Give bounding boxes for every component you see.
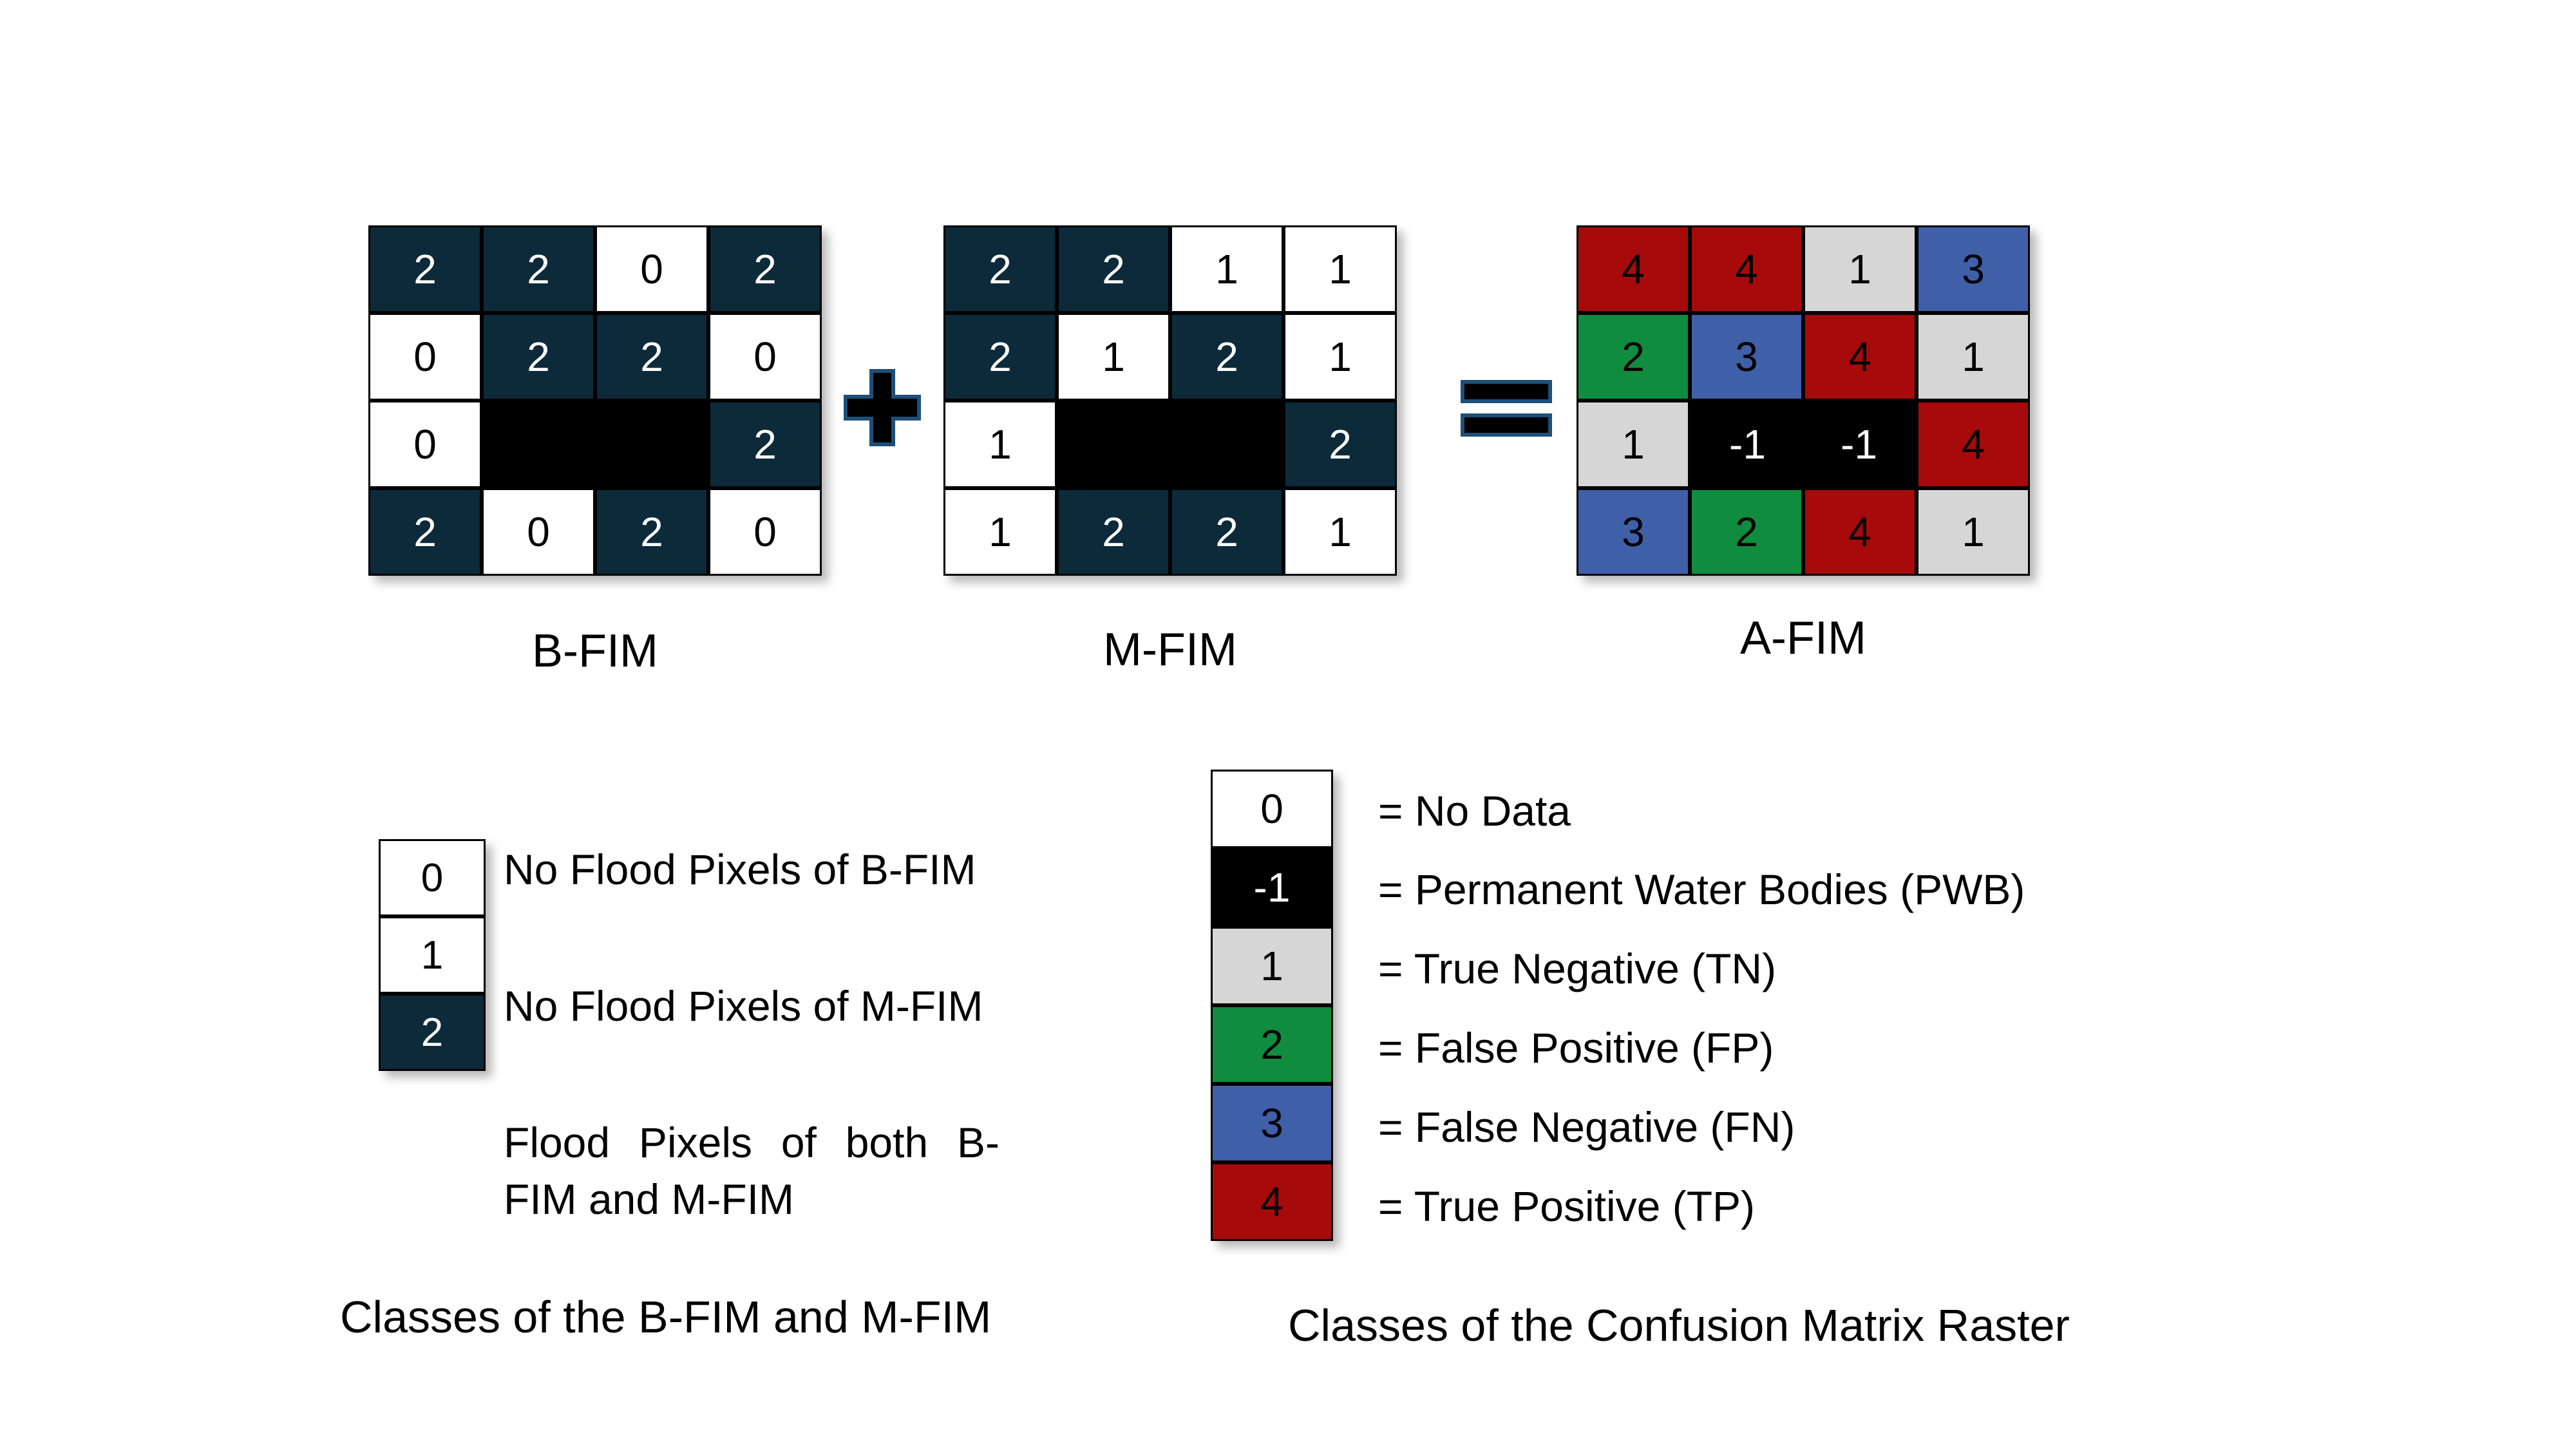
legend-swatch: 1 bbox=[1211, 927, 1333, 1005]
afim-cell: 4 bbox=[1803, 488, 1917, 576]
mfim-cell: 2 bbox=[1170, 313, 1283, 401]
bfim-cell: 0 bbox=[708, 488, 822, 576]
legend-swatch: 0 bbox=[1211, 770, 1333, 848]
bfim-cell: 2 bbox=[368, 225, 482, 313]
afim-grid: 4 4 1 3 2 3 4 1 1 -1 -1 4 3 2 4 1 bbox=[1577, 225, 2030, 576]
afim-cell: 2 bbox=[1577, 313, 1690, 401]
bfim-cell: 2 bbox=[482, 225, 595, 313]
legend-description: = True Negative (TN) bbox=[1378, 945, 1777, 992]
afim-cell: 1 bbox=[1917, 488, 2030, 576]
legend-description: Flood Pixels of both B-FIM and M-FIM bbox=[504, 1119, 999, 1223]
legend-description: No Flood Pixels of M-FIM bbox=[504, 982, 983, 1030]
mfim-cell-pwb bbox=[1170, 401, 1283, 488]
mfim-cell: 2 bbox=[1057, 225, 1170, 313]
bfim-cell: 0 bbox=[595, 225, 708, 313]
bfim-cell: 2 bbox=[708, 225, 822, 313]
right-legend-caption: Classes of the Confusion Matrix Raster bbox=[1288, 1300, 2070, 1350]
legend-swatch: 1 bbox=[379, 916, 486, 994]
bfim-cell: 2 bbox=[595, 488, 708, 576]
equals-icon bbox=[1461, 380, 1552, 437]
afim-cell: 4 bbox=[1577, 225, 1690, 313]
afim-cell: 3 bbox=[1577, 488, 1690, 576]
mfim-cell: 1 bbox=[1283, 313, 1397, 401]
bfim-cell: 2 bbox=[368, 488, 482, 576]
bfim-cell-pwb bbox=[482, 401, 595, 488]
afim-cell: 4 bbox=[1690, 225, 1803, 313]
mfim-cell: 1 bbox=[1283, 488, 1397, 576]
left-legend-caption: Classes of the B-FIM and M-FIM bbox=[340, 1292, 992, 1342]
mfim-cell: 2 bbox=[1170, 488, 1283, 576]
mfim-cell: 1 bbox=[1283, 225, 1397, 313]
mfim-cell-pwb bbox=[1057, 401, 1170, 488]
afim-cell: 4 bbox=[1803, 313, 1917, 401]
mfim-cell: 1 bbox=[943, 488, 1057, 576]
confusion-legend-swatches: 0 -1 1 2 3 4 bbox=[1211, 770, 1333, 1241]
legend-swatch: 2 bbox=[1211, 1005, 1333, 1084]
afim-cell: -1 bbox=[1803, 401, 1917, 488]
afim-cell: 1 bbox=[1917, 313, 2030, 401]
legend-description: = No Data bbox=[1378, 787, 1571, 835]
bfim-cell: 0 bbox=[368, 401, 482, 488]
mfim-cell: 2 bbox=[943, 313, 1057, 401]
bfim-cell: 2 bbox=[595, 313, 708, 401]
legend-description: = Permanent Water Bodies (PWB) bbox=[1378, 866, 2025, 913]
mfim-cell: 1 bbox=[1170, 225, 1283, 313]
legend-swatch: 2 bbox=[379, 994, 486, 1071]
mfim-cell: 2 bbox=[943, 225, 1057, 313]
bfim-cell: 0 bbox=[482, 488, 595, 576]
bfim-label: B-FIM bbox=[532, 625, 658, 677]
afim-cell: -1 bbox=[1690, 401, 1803, 488]
legend-swatch: 3 bbox=[1211, 1084, 1333, 1162]
mfim-cell: 2 bbox=[1057, 488, 1170, 576]
legend-description: No Flood Pixels of B-FIM bbox=[504, 846, 976, 893]
legend-description: = False Negative (FN) bbox=[1378, 1103, 1795, 1151]
bfim-grid: 2 2 0 2 0 2 2 0 0 2 2 0 2 0 bbox=[368, 225, 822, 576]
legend-swatch: 0 bbox=[379, 839, 486, 916]
afim-cell: 3 bbox=[1690, 313, 1803, 401]
afim-cell: 1 bbox=[1803, 225, 1917, 313]
legend-description: = True Positive (TP) bbox=[1378, 1182, 1756, 1230]
bfim-cell: 2 bbox=[708, 401, 822, 488]
mfim-cell: 2 bbox=[1283, 401, 1397, 488]
afim-cell: 3 bbox=[1917, 225, 2030, 313]
afim-label: A-FIM bbox=[1740, 612, 1866, 664]
plus-icon bbox=[844, 369, 921, 446]
bfim-cell: 0 bbox=[368, 313, 482, 401]
afim-cell: 1 bbox=[1577, 401, 1690, 488]
bfim-cell: 0 bbox=[708, 313, 822, 401]
mfim-cell: 1 bbox=[943, 401, 1057, 488]
afim-cell: 4 bbox=[1917, 401, 2030, 488]
bfim-mfim-legend-swatches: 0 1 2 bbox=[379, 839, 486, 1071]
legend-swatch: 4 bbox=[1211, 1162, 1333, 1241]
bfim-cell: 2 bbox=[482, 313, 595, 401]
afim-cell: 2 bbox=[1690, 488, 1803, 576]
mfim-label: M-FIM bbox=[1103, 624, 1237, 676]
bfim-cell-pwb bbox=[595, 401, 708, 488]
legend-swatch: -1 bbox=[1211, 848, 1333, 927]
mfim-cell: 1 bbox=[1057, 313, 1170, 401]
mfim-grid: 2 2 1 1 2 1 2 1 1 2 1 2 2 1 bbox=[943, 225, 1397, 576]
legend-description: = False Positive (FP) bbox=[1378, 1024, 1774, 1072]
